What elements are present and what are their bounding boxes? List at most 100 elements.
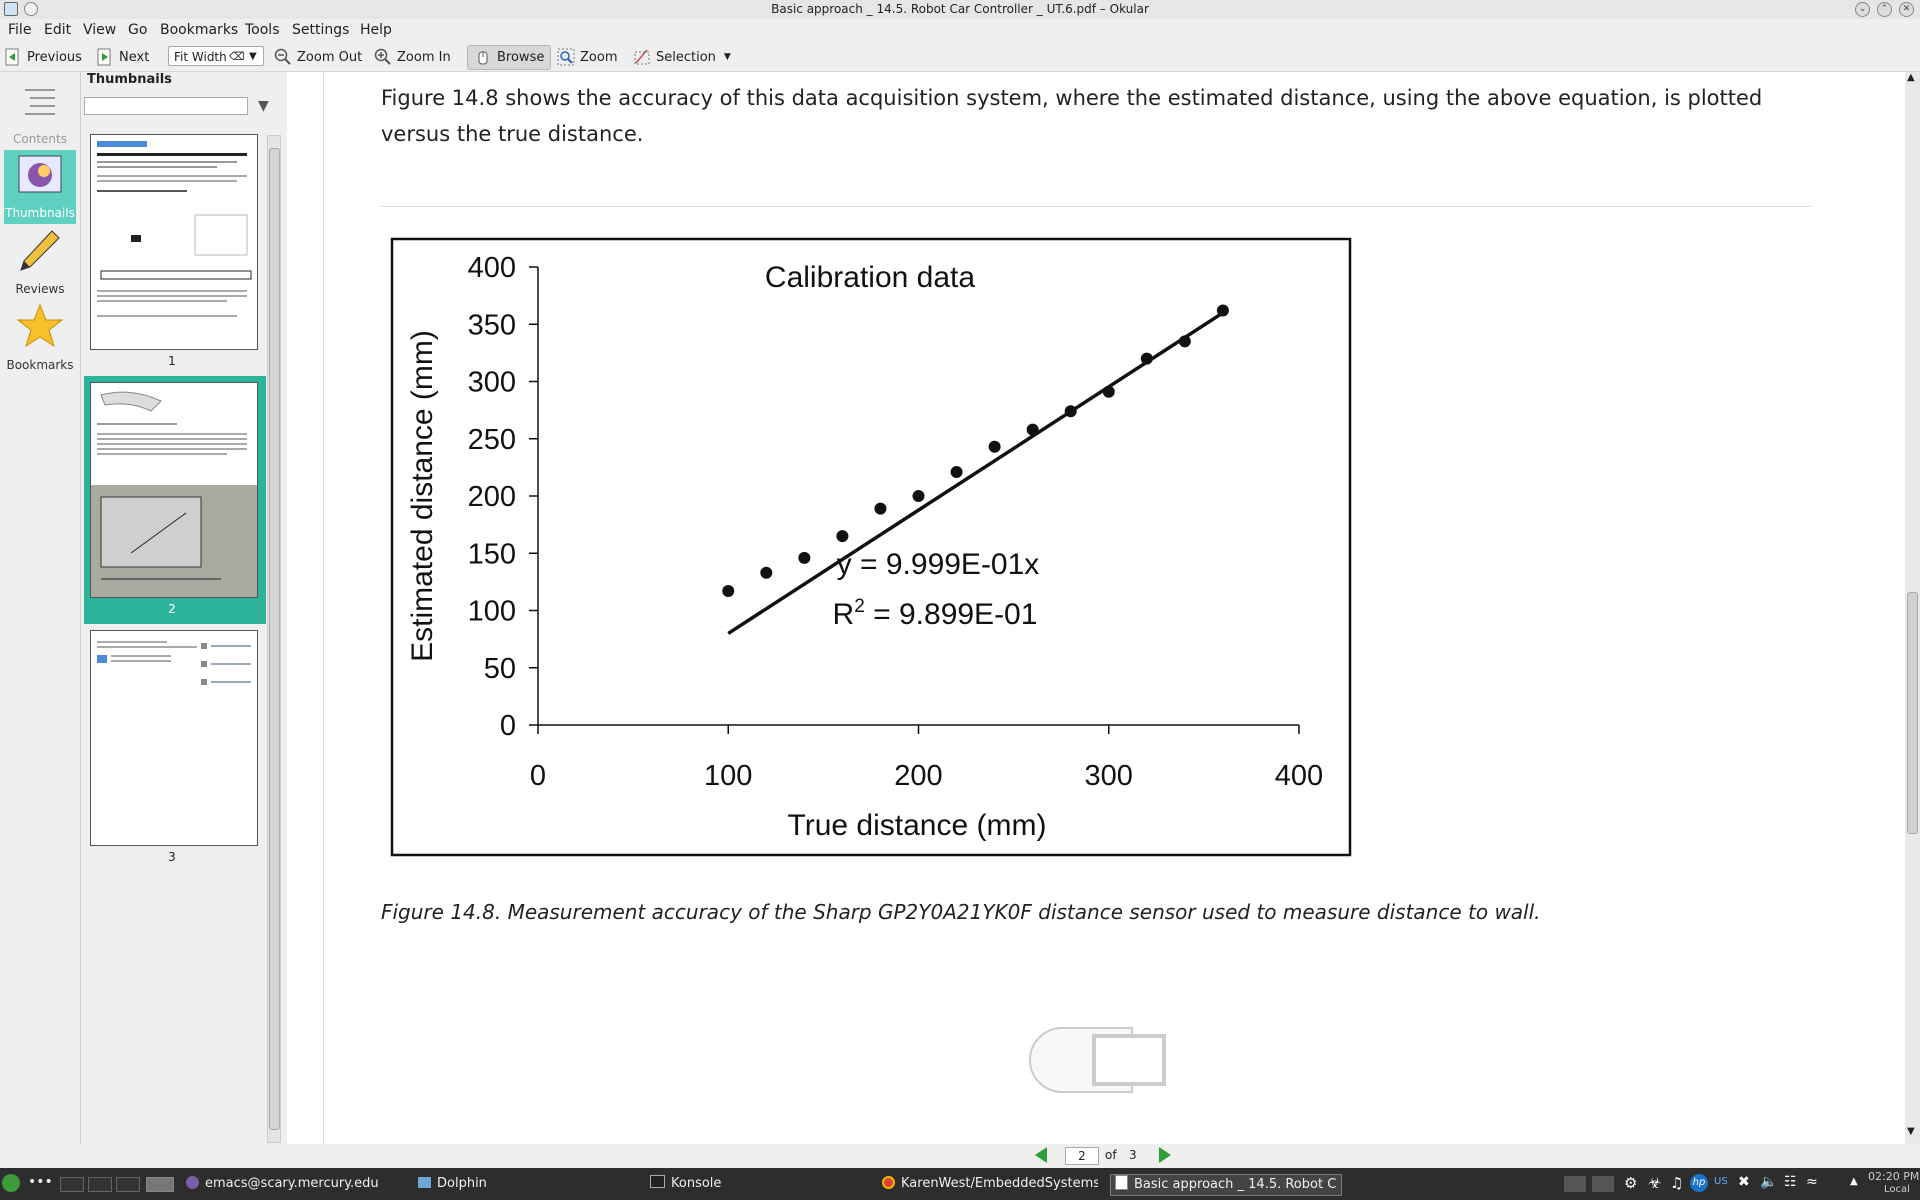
menu-settings[interactable]: Settings [292,22,350,38]
scroll-down-icon[interactable]: ▼ [1907,1126,1915,1137]
hand-icon [474,49,492,67]
pin-icon[interactable] [24,2,38,16]
clear-icon[interactable]: ⌫ [229,50,245,63]
taskbar-item-konsole[interactable]: Konsole [650,1174,820,1194]
taskbar-item-emacs[interactable]: emacs@scary.mercury.edu [186,1174,386,1194]
page-number-input[interactable]: 2 [1065,1147,1099,1165]
next-page-icon[interactable] [1159,1147,1171,1163]
sidebar-item-contents[interactable]: Contents [4,76,76,150]
settings-tray-icon[interactable]: ⚙ [1624,1174,1638,1192]
bug-tray-icon[interactable]: ☣ [1648,1174,1662,1192]
volume-tray-icon[interactable]: 🔈 [1760,1174,1778,1190]
thumbnail-page-2[interactable] [90,382,258,598]
browse-tool-button[interactable]: Browse [467,45,552,70]
desktop-4-icon[interactable] [146,1177,174,1192]
document-scrollbar[interactable]: ▲ ▼ [1905,72,1920,1144]
taskbar-label-konsole: Konsole [671,1176,722,1191]
data-point [874,502,887,515]
thumbnail-page-3[interactable] [90,630,258,846]
page-edge [323,72,324,1144]
expand-tray-icon[interactable]: ▲ [1850,1176,1858,1187]
thumbnail-number-1: 1 [168,354,176,368]
thumbnails-filter-input[interactable] [84,97,248,115]
menu-tools[interactable]: Tools [245,22,280,38]
window-title: Basic approach _ 14.5. Robot Car Control… [771,2,1149,16]
taskbar-item-dolphin[interactable]: Dolphin [418,1174,588,1194]
filter-icon[interactable]: ▼ [258,98,269,114]
sidebar-item-reviews[interactable]: Reviews [4,226,76,300]
hp-tray-icon[interactable]: hp [1690,1174,1708,1192]
zoom-in-button[interactable]: Zoom In [374,46,451,68]
x-axis-label: True distance (mm) [788,809,1047,842]
data-point [1102,385,1115,398]
x-tick-label: 400 [1275,760,1323,792]
chevron-down-icon[interactable]: ▼ [249,51,257,62]
selection-icon [633,48,651,66]
thumbnail-preview [91,391,257,597]
zoom-mode-select[interactable]: Fit Width ⌫ ▼ [168,46,264,66]
window-list-1-icon[interactable] [1564,1176,1586,1192]
maximize-icon[interactable]: ⌃ [1877,2,1892,17]
thumbnails-scrollbar[interactable] [267,135,281,1143]
document-scrollbar-handle[interactable] [1907,592,1918,834]
data-point [1216,304,1229,317]
fit-equation: y = 9.999E-01x [837,548,1040,581]
selection-tool-button[interactable]: Selection ▼ [633,46,731,68]
terminal-icon [650,1175,665,1188]
y-axis-label: Estimated distance (mm) [406,330,439,662]
zoom-tool-button[interactable]: Zoom [557,46,617,68]
menu-help[interactable]: Help [360,22,392,38]
okular-icon [1115,1175,1128,1190]
menu-file[interactable]: File [8,22,32,38]
desktop-3-icon[interactable] [116,1177,140,1192]
close-icon[interactable]: ✕ [1899,2,1914,17]
toolbar: Previous Next Fit Width ⌫ ▼ Zoom Out Zoo… [0,41,1920,72]
menu-bar: File Edit View Go Bookmarks Tools Settin… [0,19,1920,41]
next-button[interactable]: Next [96,46,149,68]
sidebar-item-bookmarks[interactable]: Bookmarks [4,302,76,376]
menu-go[interactable]: Go [128,22,148,38]
zoom-mode-value: Fit Width [174,50,227,64]
more-icon[interactable]: ••• [28,1174,53,1190]
taskbar-item-okular[interactable]: Basic approach _ 14.5. Robot C [1110,1174,1342,1196]
menu-edit[interactable]: Edit [44,22,72,38]
keyboard-layout-label[interactable]: US [1714,1176,1728,1187]
thumbnail-page-1[interactable] [90,134,258,350]
star-icon [16,303,64,348]
dropdown-arrow-icon[interactable]: ▼ [723,52,731,62]
music-tray-icon[interactable]: ♫ [1670,1174,1684,1192]
y-tick-label: 300 [468,367,516,399]
clipboard-tray-icon[interactable]: ☷ [1784,1174,1797,1190]
start-menu-icon[interactable] [2,1174,20,1192]
r-squared-prefix: R [833,598,855,631]
wifi-tray-icon[interactable]: ≈ [1806,1174,1818,1190]
taskbar-item-browser[interactable]: KarenWest/EmbeddedSystems_ [882,1174,1098,1194]
data-point [912,490,925,502]
folder-icon [418,1177,431,1188]
scroll-up-icon[interactable]: ▲ [1907,72,1915,83]
x-tick-label: 200 [894,760,942,792]
menu-bookmarks[interactable]: Bookmarks [160,22,239,38]
clock-time[interactable]: 02:20 PM [1868,1170,1920,1183]
contents-icon [25,89,55,115]
y-tick-label: 350 [468,309,516,341]
desktop-2-icon[interactable] [88,1177,112,1192]
page-total-label: 3 [1129,1148,1137,1162]
previous-button[interactable]: Previous [4,46,82,68]
thumbnails-icon [18,155,62,193]
thumbnail-preview [97,641,251,685]
desktop-1-icon[interactable] [60,1177,84,1192]
tools-tray-icon[interactable]: ✖ [1738,1174,1750,1190]
window-list-2-icon[interactable] [1592,1176,1614,1192]
sidebar-item-thumbnails[interactable]: Thumbnails [4,150,76,224]
r-squared: R2 = 9.899E-01 [833,596,1038,631]
zoom-out-button[interactable]: Zoom Out [274,46,362,68]
minimize-icon[interactable]: ⌄ [1855,2,1870,17]
video-placeholder-icon[interactable] [1022,1026,1172,1096]
menu-view[interactable]: View [83,22,117,38]
previous-page-icon[interactable] [1035,1147,1047,1163]
figure-caption: Figure 14.8. Measurement accuracy of the… [381,900,1541,924]
thumbnail-preview [97,141,252,317]
app-icon[interactable] [4,2,18,16]
thumbnails-scrollbar-handle[interactable] [269,148,280,1130]
